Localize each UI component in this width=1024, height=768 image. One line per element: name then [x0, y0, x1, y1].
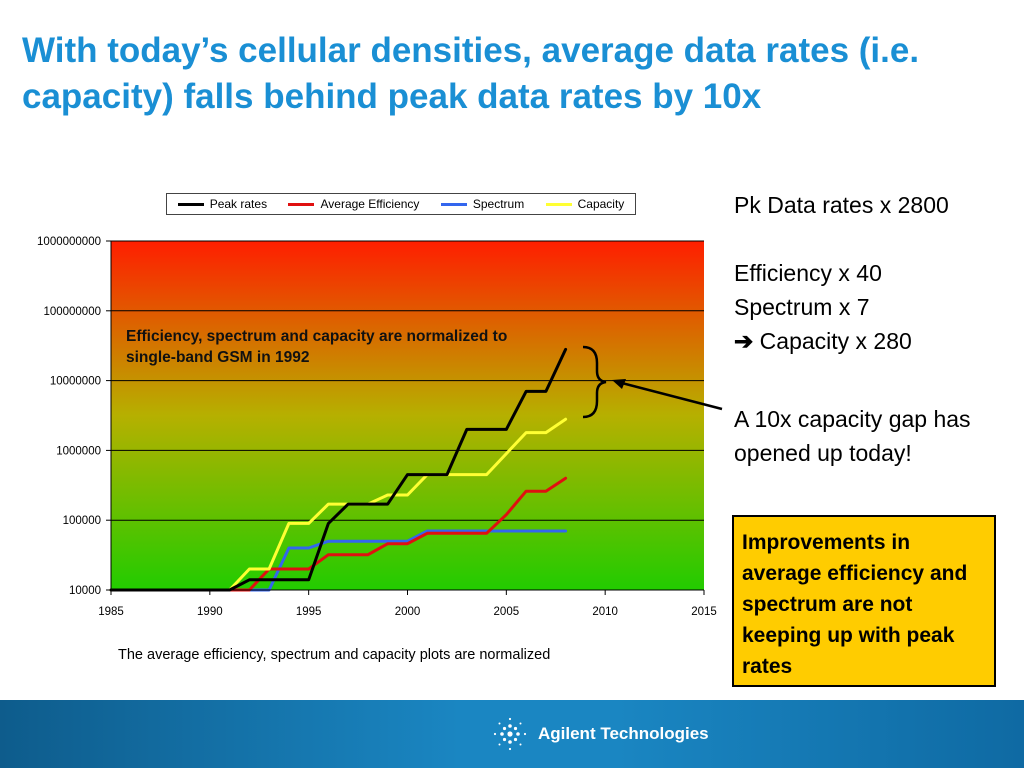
- chart: 10000 100000 1000000 10000000 100000000 10000…: [0, 185, 730, 675]
- x-tick-label: 2000: [395, 606, 421, 618]
- capacity-text: Capacity x 280: [759, 328, 912, 354]
- legend-swatch-spectrum: [440, 202, 467, 206]
- callout-arrow-line: [617, 380, 723, 411]
- legend-label-spectrum: Spectrum: [472, 197, 525, 211]
- y-tick-label: 10000: [69, 585, 101, 597]
- pk-rates-text: Pk Data rates x 2800: [734, 192, 949, 218]
- legend-item-spectrum: Spectrum: [440, 197, 525, 211]
- x-tick-label: 2010: [592, 606, 618, 618]
- normalization-note: Efficiency, spectrum and capacity are no…: [126, 328, 508, 366]
- legend-label-capacity: Capacity: [577, 197, 625, 211]
- chart-svg: 10000 100000 1000000 10000000 100000000 10000…: [37, 236, 723, 618]
- capacity-gap-text: A 10x capacity gap has opened up today!: [734, 406, 971, 466]
- legend-swatch-capacity: [545, 202, 572, 206]
- series-line-peak-rates: [109, 347, 568, 592]
- chart-footnote: The average efficiency, spectrum and cap…: [118, 647, 551, 663]
- efficiency-text: Efficiency x 40: [734, 260, 882, 286]
- legend-label-peak: Peak rates: [209, 197, 268, 211]
- agilent-spark-icon: [493, 717, 527, 751]
- y-tick-label: 100000000: [43, 306, 101, 318]
- brand-name: Agilent Technologies: [538, 724, 709, 743]
- footer-bar: Agilent Technologies: [0, 700, 1024, 768]
- legend-item-peak: Peak rates: [177, 197, 268, 211]
- x-tick-label: 1985: [98, 606, 124, 618]
- capacity-text-row: ➔ Capacity x 280: [734, 324, 912, 358]
- callout-arrow-head: [612, 379, 626, 389]
- slide-title: With today’s cellular densities, average…: [22, 31, 920, 116]
- legend-label-efficiency: Average Efficiency: [320, 197, 420, 211]
- series-line-spectrum: [228, 529, 568, 592]
- y-tick-label: 1000000: [56, 445, 101, 457]
- x-tick-label: 1990: [197, 606, 223, 618]
- series-line-average-efficiency: [228, 476, 568, 592]
- x-tick-label: 1995: [296, 606, 322, 618]
- right-arrow-icon: ➔: [734, 328, 754, 354]
- x-tick-label: 2015: [691, 606, 717, 618]
- spectrum-text: Spectrum x 7: [734, 294, 870, 320]
- plot-area: [111, 241, 704, 590]
- legend-item-efficiency: Average Efficiency: [288, 197, 419, 211]
- y-tick-label: 10000000: [50, 376, 101, 388]
- y-tick-label: 100000: [63, 515, 101, 527]
- brand: Agilent Technologies: [490, 714, 709, 754]
- bracket-shape: [582, 345, 607, 419]
- x-tick-label: 2005: [494, 606, 520, 618]
- y-tick-label: 1000000000: [37, 236, 101, 248]
- highlight-box: Improvements in average efficiency and s…: [732, 515, 996, 687]
- legend-swatch-efficiency: [288, 202, 315, 206]
- legend-item-capacity: Capacity: [545, 197, 625, 211]
- chart-legend: Peak rates Average Efficiency Spectrum C…: [166, 193, 636, 215]
- legend-swatch-peak: [177, 202, 204, 206]
